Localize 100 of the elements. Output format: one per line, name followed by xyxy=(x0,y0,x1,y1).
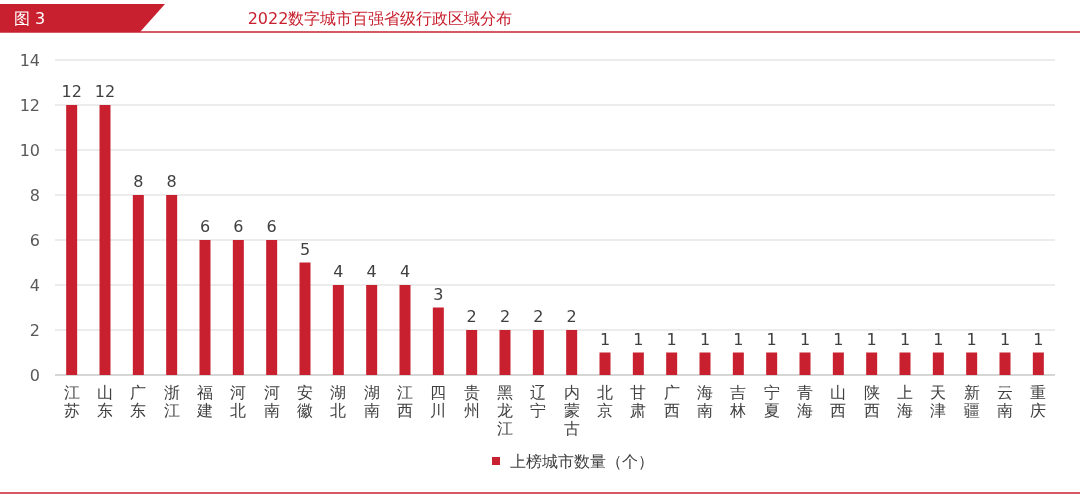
bar xyxy=(366,285,378,375)
y-tick-label: 12 xyxy=(19,96,40,115)
bar xyxy=(966,352,978,375)
x-tick-label: 上海 xyxy=(897,383,913,420)
y-tick-label: 0 xyxy=(29,366,40,385)
bar xyxy=(632,352,644,375)
x-tick-label: 湖南 xyxy=(363,383,380,420)
x-tick-label: 山东 xyxy=(97,383,113,420)
x-tick-label: 宁夏 xyxy=(763,383,780,420)
bar xyxy=(766,352,778,375)
x-tick-label: 内蒙古 xyxy=(563,383,580,438)
data-label: 1 xyxy=(699,329,711,349)
data-label: 1 xyxy=(933,329,944,349)
x-tick-label: 山西 xyxy=(830,383,847,420)
bar xyxy=(732,352,744,375)
data-label: 3 xyxy=(433,284,444,304)
bar xyxy=(432,307,444,375)
x-tick-label: 陕西 xyxy=(863,383,880,420)
data-label: 1 xyxy=(1033,329,1044,349)
data-label: 12 xyxy=(61,82,82,101)
data-label: 2 xyxy=(566,307,577,326)
data-label: 1 xyxy=(966,329,977,349)
x-tick-label: 河北 xyxy=(230,383,247,420)
data-label: 1 xyxy=(899,329,911,349)
y-tick-label: 4 xyxy=(29,276,40,295)
bar xyxy=(132,195,144,375)
x-tick-label: 河南 xyxy=(263,383,280,420)
x-tick-label: 江西 xyxy=(397,383,413,420)
bar xyxy=(666,352,678,375)
legend-label: 上榜城市数量（个） xyxy=(510,452,654,471)
bar xyxy=(899,352,911,375)
x-tick-label: 福建 xyxy=(196,383,213,420)
bar xyxy=(566,330,578,375)
bar xyxy=(866,352,878,375)
x-tick-label: 贵州 xyxy=(463,383,480,420)
bar xyxy=(499,330,511,375)
bar xyxy=(532,330,544,375)
x-tick-label: 辽宁 xyxy=(530,383,547,420)
data-label: 1 xyxy=(633,329,644,349)
x-tick-label: 北京 xyxy=(597,383,613,420)
data-label: 8 xyxy=(133,172,144,191)
x-tick-label: 重庆 xyxy=(1030,383,1047,420)
caption: 图 3 xyxy=(14,9,46,28)
x-tick-label: 江苏 xyxy=(63,383,80,420)
data-label: 4 xyxy=(399,262,411,281)
bar xyxy=(399,285,411,375)
bar xyxy=(999,352,1011,375)
bar xyxy=(832,352,844,375)
bar xyxy=(1032,352,1044,375)
data-label: 1 xyxy=(999,329,1011,349)
x-tick-label: 青海 xyxy=(797,383,813,420)
bar xyxy=(932,352,944,375)
bar xyxy=(466,330,478,375)
data-label: 6 xyxy=(199,217,211,236)
x-tick-label: 吉林 xyxy=(729,383,747,420)
x-tick-label: 海南 xyxy=(697,383,713,420)
data-label: 1 xyxy=(733,329,744,349)
bar xyxy=(232,240,244,375)
data-label: 6 xyxy=(266,217,277,236)
y-tick-label: 10 xyxy=(19,141,40,160)
data-label: 12 xyxy=(94,82,116,101)
data-label: 1 xyxy=(599,329,611,349)
data-label: 2 xyxy=(499,307,511,326)
y-tick-label: 14 xyxy=(19,51,40,70)
y-tick-label: 6 xyxy=(29,231,40,250)
x-tick-label: 甘肃 xyxy=(630,383,647,420)
x-tick-label: 黑龙江 xyxy=(497,383,513,438)
y-tick-label: 2 xyxy=(29,321,40,340)
x-tick-label: 广东 xyxy=(130,383,147,420)
bar xyxy=(66,105,78,375)
bar xyxy=(199,240,211,375)
x-tick-label: 安徽 xyxy=(297,383,313,420)
data-label: 2 xyxy=(533,307,544,326)
bar xyxy=(599,352,611,375)
bar xyxy=(99,105,111,375)
x-tick-label: 天津 xyxy=(930,383,947,420)
bar xyxy=(799,352,811,375)
data-label: 1 xyxy=(866,329,877,349)
x-tick-label: 广西 xyxy=(663,383,680,420)
data-label: 1 xyxy=(766,329,777,349)
x-tick-label: 新疆 xyxy=(963,383,980,420)
chart-title: 2022数字城市百强省级行政区域分布 xyxy=(247,9,513,28)
y-tick-label: 8 xyxy=(29,186,40,205)
data-label: 1 xyxy=(666,329,677,349)
data-label: 2 xyxy=(466,307,477,326)
x-tick-label: 浙江 xyxy=(163,383,180,420)
bar xyxy=(166,195,178,375)
data-label: 4 xyxy=(366,262,377,281)
data-label: 5 xyxy=(299,239,311,259)
bar xyxy=(266,240,278,375)
data-label: 6 xyxy=(233,217,244,236)
bar xyxy=(699,352,711,375)
data-label: 1 xyxy=(799,329,811,349)
bar xyxy=(332,285,344,375)
bar xyxy=(299,262,311,375)
x-tick-label: 四川 xyxy=(430,383,447,420)
x-tick-label: 云南 xyxy=(997,383,1013,420)
x-tick-label: 湖北 xyxy=(330,383,347,420)
data-label: 8 xyxy=(166,172,177,191)
data-label: 4 xyxy=(333,262,344,281)
